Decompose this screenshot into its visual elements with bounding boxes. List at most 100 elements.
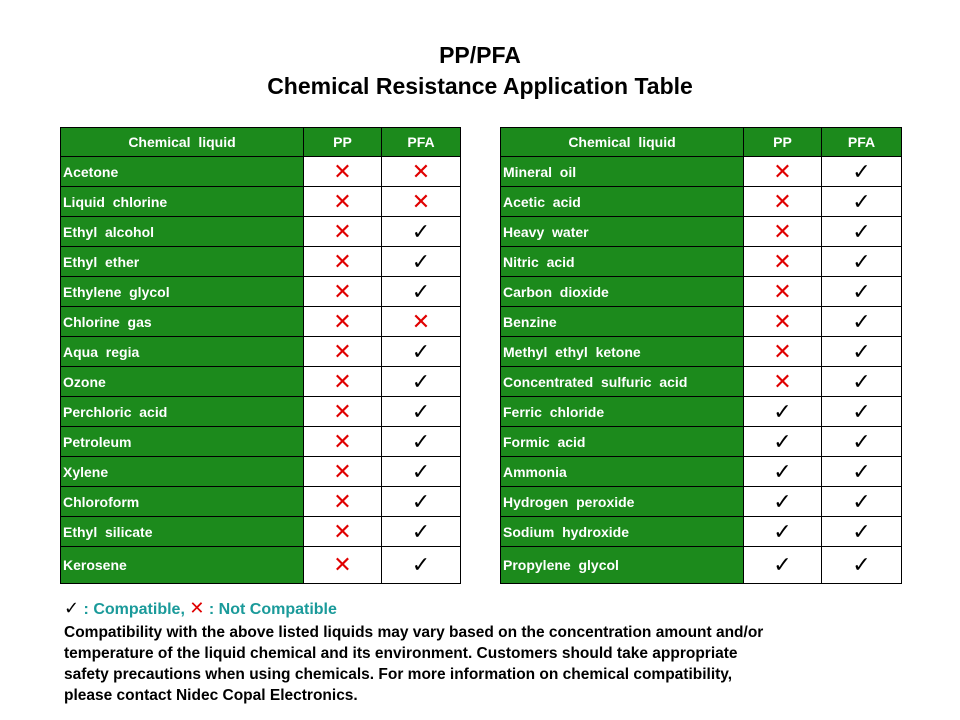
check-icon: ✓ [773, 519, 792, 545]
note-line-4: please contact Nidec Copal Electronics. [64, 687, 358, 704]
check-icon: ✓ [852, 219, 871, 245]
pfa-result-cell: ✕ [381, 186, 461, 217]
table-row: Mineral oil ✕ ✓ [500, 156, 902, 187]
cross-icon: ✕ [411, 309, 431, 335]
pfa-result-cell: ✓ [821, 306, 902, 337]
cross-icon: ✕ [773, 339, 792, 365]
header-pfa: PFA [821, 127, 902, 157]
table-row: Formic acid ✓ ✓ [500, 426, 902, 457]
table-row: Ethyl silicate ✕ ✓ [60, 516, 461, 547]
table-body-left: Acetone ✕ ✕ Liquid chlorine ✕ ✕ Ethyl alcohol ✕… [60, 156, 461, 584]
cross-icon: ✕ [333, 279, 352, 305]
table-header-row: Chemical liquid PP PFA [500, 127, 902, 157]
pfa-result-cell: ✓ [381, 456, 461, 487]
pfa-result-cell: ✓ [821, 216, 902, 247]
chemical-name-cell: Carbon dioxide [500, 276, 744, 307]
table-row: Chloroform ✕ ✓ [60, 486, 461, 517]
check-icon: ✓ [852, 249, 871, 275]
check-icon: ✓ [411, 553, 431, 578]
pp-result-cell: ✕ [743, 276, 822, 307]
chemical-name-cell: Methyl ethyl ketone [500, 336, 744, 367]
cross-icon: ✕ [333, 399, 352, 425]
pp-result-cell: ✕ [303, 186, 382, 217]
chemical-table-left: Chemical liquid PP PFA Acetone ✕ ✕ Liquid c… [60, 127, 461, 584]
check-icon: ✓ [852, 489, 871, 515]
table-row: Heavy water ✕ ✓ [500, 216, 902, 247]
pp-result-cell: ✕ [303, 516, 382, 547]
pfa-result-cell: ✓ [381, 276, 461, 307]
pfa-result-cell: ✓ [821, 186, 902, 217]
pp-result-cell: ✕ [743, 336, 822, 367]
table-row: Carbon dioxide ✕ ✓ [500, 276, 902, 307]
chemical-name-cell: Aqua regia [60, 336, 304, 367]
check-icon: ✓ [852, 519, 871, 545]
chemical-name-cell: Petroleum [60, 426, 304, 457]
chemical-name-cell: Hydrogen peroxide [500, 486, 744, 517]
pp-result-cell: ✓ [743, 546, 822, 584]
legend: ✓ : Compatible, ✕ : Not Compatible [64, 598, 337, 619]
chemical-name-cell: Propylene glycol [500, 546, 744, 584]
pfa-result-cell: ✓ [381, 396, 461, 427]
chemical-name-cell: Concentrated sulfuric acid [500, 366, 744, 397]
pp-result-cell: ✕ [303, 366, 382, 397]
pp-result-cell: ✕ [743, 306, 822, 337]
pfa-result-cell: ✓ [821, 516, 902, 547]
check-icon: ✓ [64, 598, 80, 619]
check-icon: ✓ [411, 489, 431, 515]
check-icon: ✓ [852, 459, 871, 485]
table-row: Sodium hydroxide ✓ ✓ [500, 516, 902, 547]
pfa-result-cell: ✓ [821, 486, 902, 517]
table-row: Ethyl ether ✕ ✓ [60, 246, 461, 277]
pp-result-cell: ✕ [303, 276, 382, 307]
table-row: Hydrogen peroxide ✓ ✓ [500, 486, 902, 517]
title-line-2: Chemical Resistance Application Table [267, 73, 693, 99]
table-row: Benzine ✕ ✓ [500, 306, 902, 337]
pfa-result-cell: ✓ [381, 216, 461, 247]
check-icon: ✓ [411, 219, 431, 245]
check-icon: ✓ [852, 279, 871, 305]
chemical-name-cell: Chloroform [60, 486, 304, 517]
pp-result-cell: ✕ [743, 216, 822, 247]
pfa-result-cell: ✓ [821, 246, 902, 277]
chemical-name-cell: Mineral oil [500, 156, 744, 187]
header-pfa: PFA [381, 127, 461, 157]
pp-result-cell: ✕ [303, 156, 382, 187]
chemical-name-cell: Benzine [500, 306, 744, 337]
cross-icon: ✕ [333, 189, 352, 215]
check-icon: ✓ [411, 339, 431, 365]
pp-result-cell: ✕ [303, 216, 382, 247]
pfa-result-cell: ✓ [381, 486, 461, 517]
chemical-name-cell: Ammonia [500, 456, 744, 487]
pp-result-cell: ✕ [743, 246, 822, 277]
chemical-table-right: Chemical liquid PP PFA Mineral oil ✕ ✓ Acet… [500, 127, 902, 584]
cross-icon: ✕ [773, 279, 792, 305]
pp-result-cell: ✕ [743, 186, 822, 217]
pfa-result-cell: ✓ [821, 366, 902, 397]
table-row: Aqua regia ✕ ✓ [60, 336, 461, 367]
pfa-result-cell: ✓ [821, 276, 902, 307]
check-icon: ✓ [773, 489, 792, 515]
check-icon: ✓ [773, 459, 792, 485]
table-row: Acetic acid ✕ ✓ [500, 186, 902, 217]
legend-not-compatible-label: : Not Compatible [208, 601, 337, 618]
header-pp: PP [743, 127, 822, 157]
cross-icon: ✕ [333, 489, 352, 515]
cross-icon: ✕ [333, 159, 352, 185]
check-icon: ✓ [852, 189, 871, 215]
cross-icon: ✕ [411, 189, 431, 215]
pfa-result-cell: ✓ [381, 336, 461, 367]
table-row: Acetone ✕ ✕ [60, 156, 461, 187]
page-title: PP/PFA Chemical Resistance Application T… [0, 40, 960, 102]
pp-result-cell: ✓ [743, 396, 822, 427]
chemical-name-cell: Acetic acid [500, 186, 744, 217]
cross-icon: ✕ [411, 159, 431, 185]
table-row: Nitric acid ✕ ✓ [500, 246, 902, 277]
pp-result-cell: ✕ [303, 546, 382, 584]
check-icon: ✓ [411, 429, 431, 455]
note-line-3: safety precautions when using chemicals.… [64, 666, 733, 683]
pp-result-cell: ✕ [743, 366, 822, 397]
check-icon: ✓ [411, 369, 431, 395]
cross-icon: ✕ [773, 159, 792, 185]
check-icon: ✓ [852, 309, 871, 335]
chemical-name-cell: Ethylene glycol [60, 276, 304, 307]
